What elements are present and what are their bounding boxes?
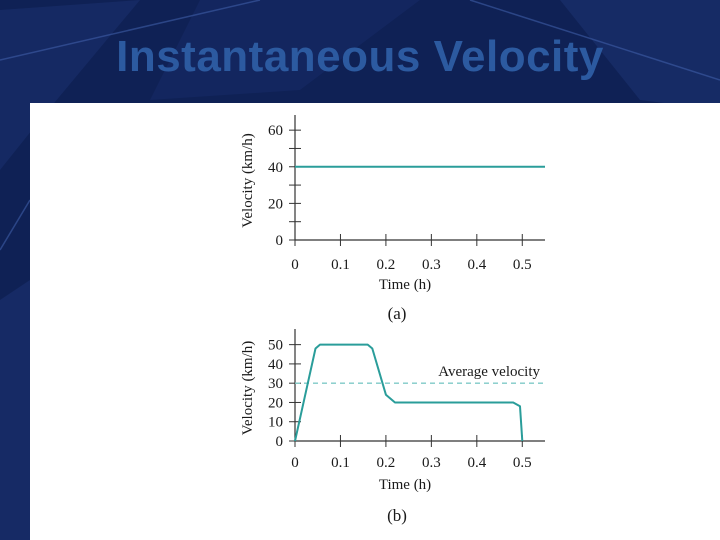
- slide-title: Instantaneous Velocity: [116, 32, 604, 81]
- chart-b-y-tick-label: 20: [268, 395, 283, 411]
- chart-a-x-tick-label: 0.1: [331, 257, 350, 273]
- chart-a-y-tick-label: 40: [268, 160, 283, 176]
- velocity-charts: 0 20 40 60 0 0.1 0.2 0.3 0.4 0.5 Time (h) Velocity …: [240, 115, 545, 525]
- chart-a-y-tick-label: 20: [268, 196, 283, 212]
- chart-b-velocity-curve: [294, 343, 524, 442]
- chart-a-x-tick-label: 0: [291, 257, 299, 273]
- chart-b-y-tick-label: 0: [276, 434, 284, 450]
- chart-b-x-tick-label: 0.4: [467, 455, 486, 471]
- chart-b-y-label: Velocity (km/h): [240, 341, 256, 436]
- chart-a-y-label: Velocity (km/h): [240, 133, 256, 228]
- chart-b-y-tick-label: 50: [268, 338, 283, 354]
- chart-a-x-tick-label: 0.3: [422, 257, 441, 273]
- chart-a-y-tick-label: 0: [276, 233, 284, 249]
- chart-a-x-tick-label: 0.4: [467, 257, 486, 273]
- chart-b-x-tick-label: 0.1: [331, 455, 350, 471]
- chart-b-x-tick-label: 0.3: [422, 455, 441, 471]
- chart-a-x-label: Time (h): [379, 277, 431, 293]
- average-velocity-label: Average velocity: [438, 364, 540, 380]
- chart-a-x-tick-label: 0.2: [377, 257, 396, 273]
- chart-b-y-tick-label: 30: [268, 376, 283, 392]
- chart-b-x-tick-label: 0.2: [377, 455, 396, 471]
- chart-b-caption: (b): [387, 506, 407, 525]
- chart-b-y-tick-label: 10: [268, 415, 283, 431]
- figure-panel: 0 20 40 60 0 0.1 0.2 0.3 0.4 0.5 Time (h) Velocity …: [30, 103, 720, 540]
- chart-b-x-tick-label: 0.5: [513, 455, 532, 471]
- chart-a-y-tick-label: 60: [268, 123, 283, 139]
- chart-a-x-tick-label: 0.5: [513, 257, 532, 273]
- chart-a-caption: (a): [388, 304, 407, 323]
- chart-b-y-tick-label: 40: [268, 357, 283, 373]
- chart-b-x-label: Time (h): [379, 477, 431, 493]
- chart-b-x-tick-label: 0: [291, 455, 299, 471]
